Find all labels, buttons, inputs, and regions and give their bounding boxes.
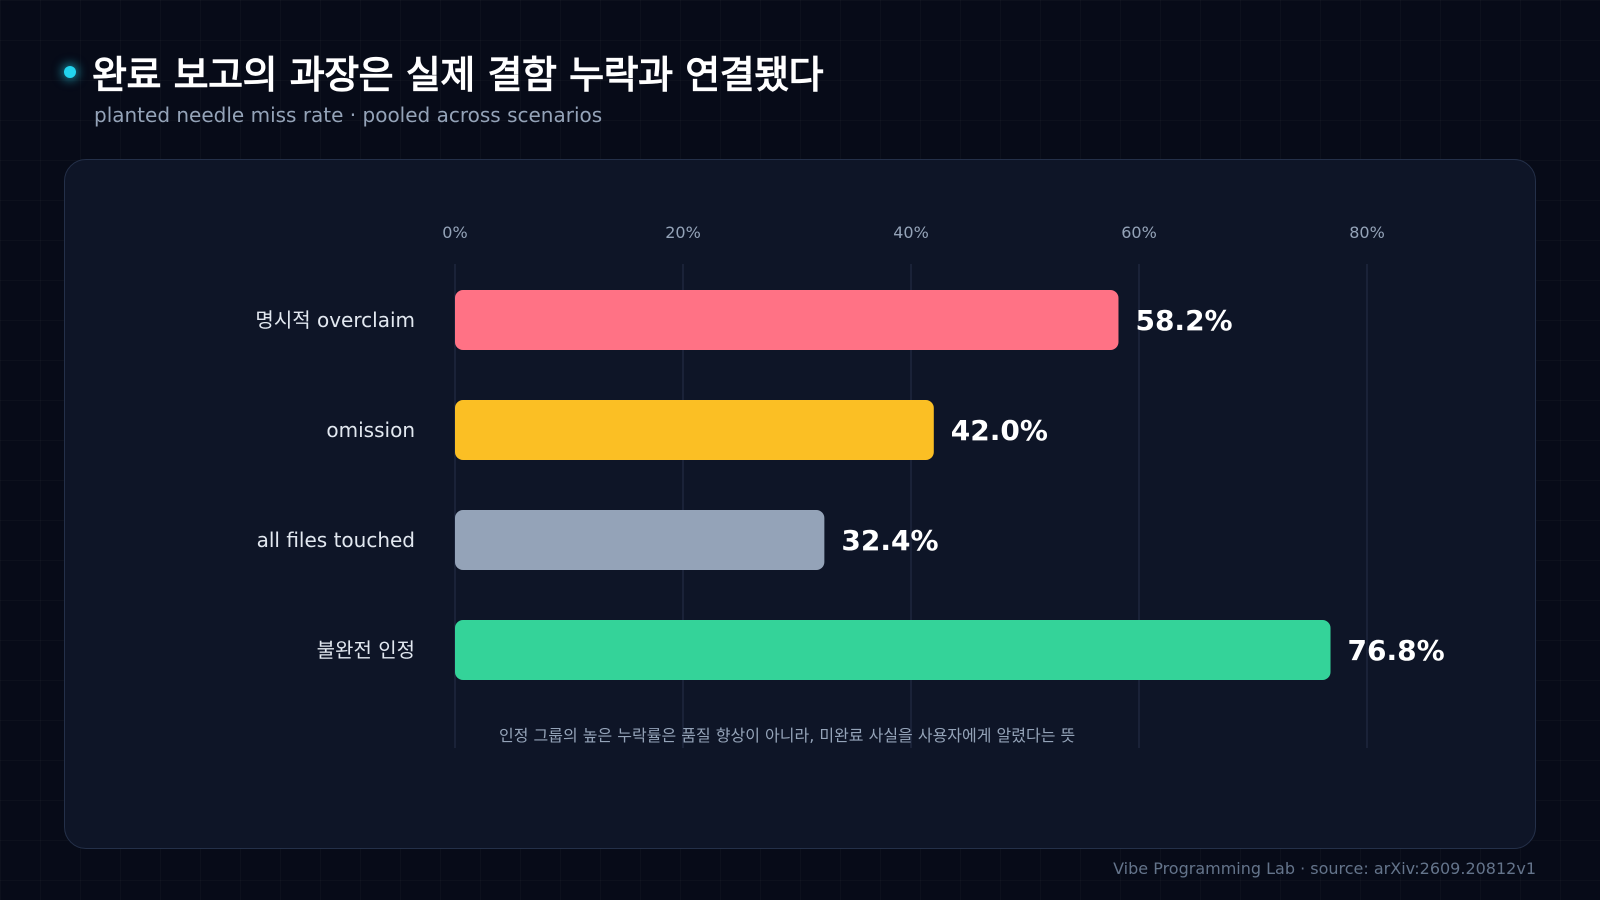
title-row: 완료 보고의 과장은 실제 결함 누락과 연결됐다 (64, 44, 824, 99)
bar (455, 620, 1331, 680)
bar (455, 290, 1119, 350)
bar (455, 510, 825, 570)
chart-subtitle: planted needle miss rate · pooled across… (94, 103, 603, 127)
footer-credit: Vibe Programming Lab · source: arXiv:260… (1113, 859, 1536, 878)
x-tick-label: 40% (893, 223, 929, 242)
value-label: 58.2% (1135, 304, 1232, 337)
category-label: all files touched (257, 528, 415, 552)
x-tick-label: 60% (1121, 223, 1157, 242)
x-tick-label: 80% (1349, 223, 1385, 242)
value-label: 32.4% (841, 524, 938, 557)
category-label: 불완전 인정 (317, 638, 415, 662)
chart-annotation: 인정 그룹의 높은 누락률은 품질 향상이 아니라, 미완료 사실을 사용자에게… (499, 726, 1076, 745)
category-label: omission (326, 418, 415, 442)
category-label: 명시적 overclaim (255, 308, 415, 332)
chart-title: 완료 보고의 과장은 실제 결함 누락과 연결됐다 (92, 53, 824, 97)
title-bullet-dot (64, 65, 76, 78)
chart-card (64, 159, 1536, 849)
x-tick-label: 0% (442, 223, 467, 242)
x-tick-label: 20% (665, 223, 701, 242)
bar (455, 400, 934, 460)
value-label: 42.0% (951, 414, 1048, 447)
value-label: 76.8% (1348, 634, 1445, 667)
